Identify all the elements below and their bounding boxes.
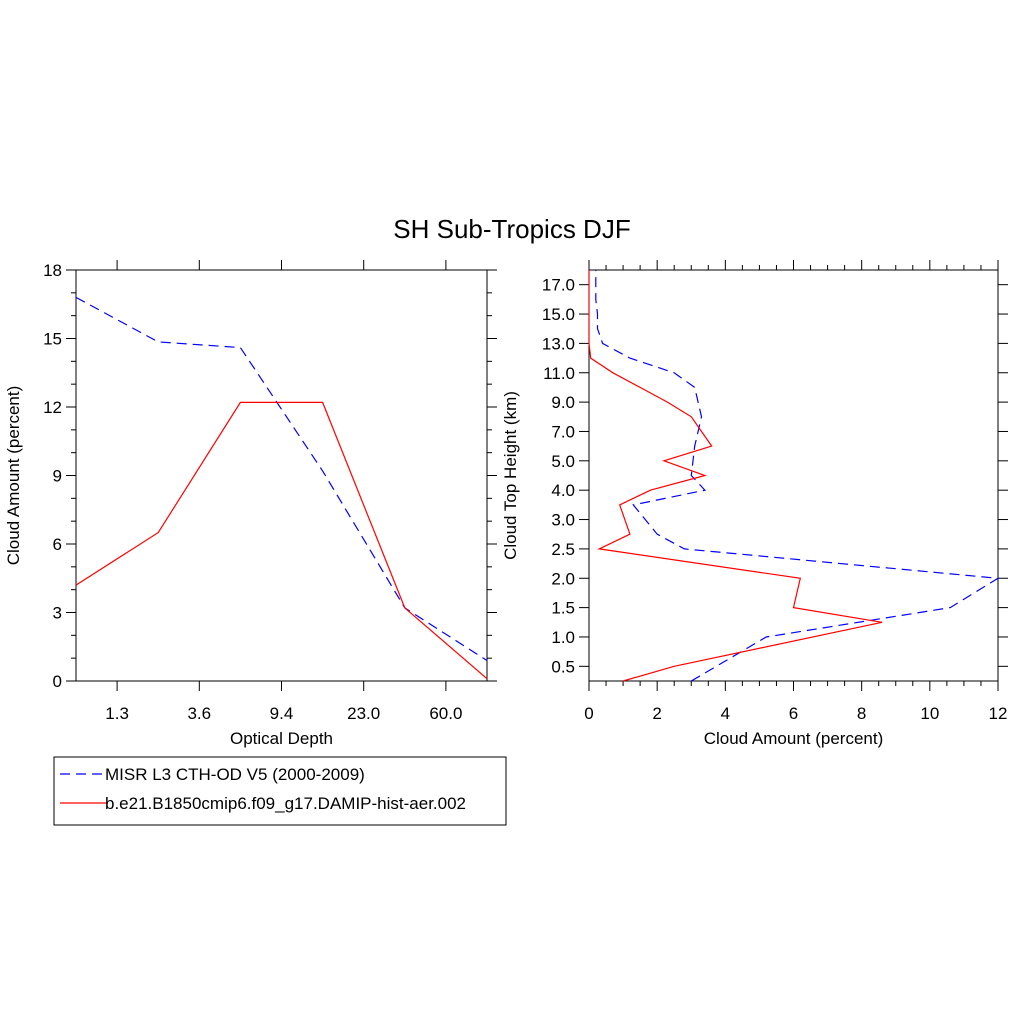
y-tick-label: 15.0 bbox=[542, 305, 575, 324]
y-tick-label: 2.0 bbox=[551, 569, 575, 588]
legend-box bbox=[53, 756, 507, 826]
y-tick-label: 9 bbox=[53, 467, 62, 486]
x-tick-label: 10 bbox=[920, 704, 939, 723]
y-tick-label: 17.0 bbox=[542, 276, 575, 295]
y-tick-label: 6 bbox=[53, 535, 62, 554]
legend-label-model: b.e21.B1850cmip6.f09_g17.DAMIP-hist-aer.… bbox=[105, 794, 466, 813]
x-tick-label: 1.3 bbox=[105, 704, 129, 723]
y-tick-label: 1.0 bbox=[551, 628, 575, 647]
x-axis-label: Optical Depth bbox=[230, 729, 333, 748]
y-tick-label: 11.0 bbox=[543, 364, 575, 383]
y-tick-label: 12 bbox=[43, 398, 62, 417]
series-line bbox=[595, 270, 1000, 682]
series-line bbox=[75, 401, 488, 680]
y-tick-label: 0 bbox=[53, 672, 62, 691]
series-line bbox=[75, 296, 488, 662]
legend-label-obs: MISR L3 CTH-OD V5 (2000-2009) bbox=[105, 765, 365, 784]
series-line bbox=[588, 270, 883, 682]
y-tick-label: 3 bbox=[53, 604, 62, 623]
y-tick-label: 2.5 bbox=[551, 540, 575, 559]
y-tick-label: 5.0 bbox=[551, 452, 575, 471]
y-tick-label: 7.0 bbox=[551, 422, 575, 441]
y-axis-label: Cloud Top Height (km) bbox=[501, 391, 520, 560]
panel-cloud-top-height: 0 2 4 6 8 10 12 0.5 1.0 1.5 2.0 2.5 3.0 4.0 5.0 7.0 9.0 1… bbox=[501, 260, 1008, 748]
x-tick-label: 12 bbox=[989, 704, 1008, 723]
x-tick-label: 9.4 bbox=[270, 704, 294, 723]
y-tick-label: 18 bbox=[43, 261, 62, 280]
x-tick-label: 4 bbox=[721, 704, 730, 723]
y-tick-label: 1.5 bbox=[551, 599, 575, 618]
y-tick-label: 4.0 bbox=[551, 481, 575, 500]
legend: MISR L3 CTH-OD V5 (2000-2009) b.e21.B185… bbox=[53, 756, 507, 826]
y-tick-label: 15 bbox=[43, 330, 62, 349]
y-tick-label: 0.5 bbox=[551, 657, 575, 676]
y-axis-label: Cloud Amount (percent) bbox=[4, 386, 23, 566]
x-tick-label: 23.0 bbox=[347, 704, 380, 723]
x-tick-label: 2 bbox=[652, 704, 661, 723]
y-tick-label: 9.0 bbox=[551, 393, 575, 412]
x-tick-label: 8 bbox=[857, 704, 866, 723]
figure-title: SH Sub-Tropics DJF bbox=[393, 214, 630, 244]
panel-optical-depth: 0 3 6 9 12 15 18 1.3 3.6 9.4 23.0 60.0 Optical Depth… bbox=[4, 260, 497, 748]
x-tick-label: 6 bbox=[789, 704, 798, 723]
y-tick-label: 13.0 bbox=[542, 334, 575, 353]
y-tick-label: 3.0 bbox=[551, 511, 575, 530]
x-tick-label: 3.6 bbox=[187, 704, 211, 723]
x-axis-label: Cloud Amount (percent) bbox=[704, 729, 884, 748]
plot-frame bbox=[75, 269, 488, 682]
x-tick-label: 0 bbox=[584, 704, 593, 723]
plot-frame bbox=[588, 269, 999, 682]
x-tick-label: 60.0 bbox=[429, 704, 462, 723]
